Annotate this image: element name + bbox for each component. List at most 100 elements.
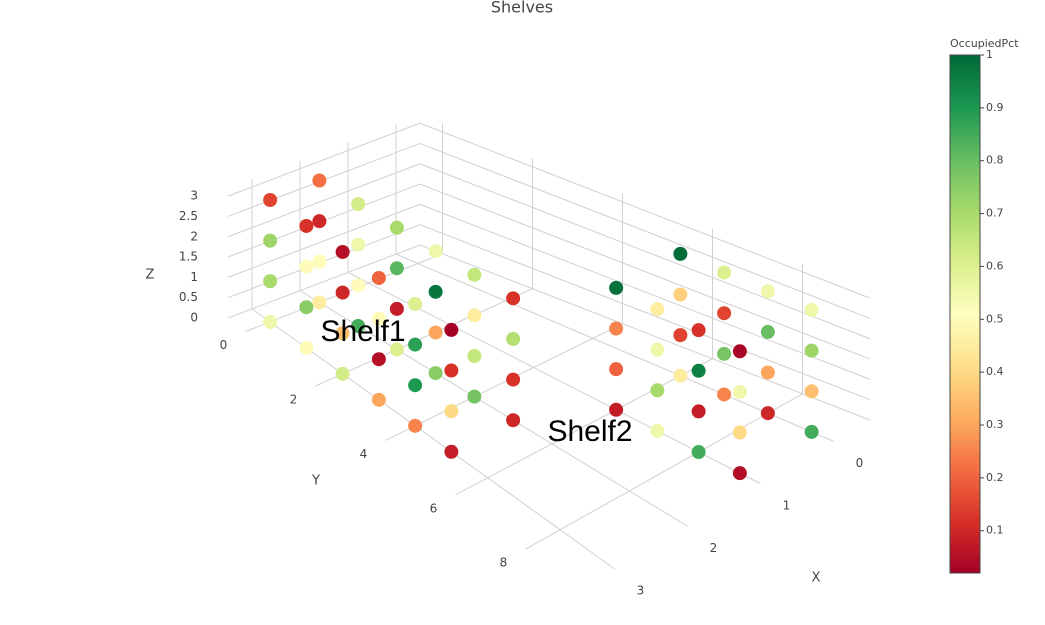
point xyxy=(691,323,706,338)
point xyxy=(691,445,706,460)
point xyxy=(408,296,423,311)
z-grid-line xyxy=(419,122,871,299)
y-tick-label: 4 xyxy=(360,447,368,461)
x-tick-label: 0 xyxy=(856,456,864,470)
point xyxy=(312,295,327,310)
z-grid-line xyxy=(227,203,421,278)
point xyxy=(732,384,747,399)
point xyxy=(312,214,327,229)
point xyxy=(609,280,624,295)
y-grid-line xyxy=(315,288,533,387)
point xyxy=(371,311,386,326)
y-tick-label: 6 xyxy=(430,501,438,515)
colorbar-tick-label: 1 xyxy=(986,48,993,61)
x-grid-line xyxy=(299,290,688,527)
point xyxy=(263,314,278,329)
point xyxy=(732,466,747,481)
z-grid-line xyxy=(419,183,871,360)
point xyxy=(804,343,819,358)
point xyxy=(506,372,521,387)
z-tick-label: 2.5 xyxy=(179,209,198,223)
z-tick-label: 1.5 xyxy=(179,250,198,264)
z-tick-label: 0 xyxy=(190,311,198,325)
point xyxy=(467,308,482,323)
x-tick-label: 2 xyxy=(710,541,718,555)
point xyxy=(335,366,350,381)
point xyxy=(673,246,688,261)
z-tick-label: 3 xyxy=(190,189,198,203)
point xyxy=(299,218,314,233)
point xyxy=(428,244,443,259)
y-grid-line xyxy=(525,393,803,550)
x-axis-title: X xyxy=(812,571,821,586)
point xyxy=(371,270,386,285)
point xyxy=(506,413,521,428)
point xyxy=(760,284,775,299)
point xyxy=(408,418,423,433)
x-tick-label: 1 xyxy=(783,498,791,512)
point xyxy=(408,378,423,393)
point xyxy=(389,220,404,235)
z-grid-line xyxy=(227,244,421,319)
point xyxy=(467,349,482,364)
point xyxy=(389,342,404,357)
colorbar-tick-label: 0.1 xyxy=(986,524,1004,537)
point xyxy=(609,321,624,336)
x-grid-line xyxy=(395,253,834,442)
point xyxy=(609,402,624,417)
point xyxy=(650,302,665,317)
chart-title: Shelves xyxy=(491,0,553,17)
y-grid-line xyxy=(385,323,623,441)
point xyxy=(506,331,521,346)
z-grid-line xyxy=(419,224,871,401)
colorbar-tick-label: 0.6 xyxy=(986,259,1004,272)
point xyxy=(351,197,366,212)
point xyxy=(506,291,521,306)
z-grid-line xyxy=(419,244,871,421)
x-tick-label: 3 xyxy=(637,583,645,597)
point xyxy=(650,342,665,357)
y-axis-title: Y xyxy=(311,474,320,489)
colorbar xyxy=(949,54,981,574)
colorbar-tick-label: 0.7 xyxy=(986,207,1004,220)
x-grid-line xyxy=(251,308,615,570)
y-tick-label: 0 xyxy=(220,338,228,352)
point xyxy=(351,237,366,252)
annotation: Shelf2 xyxy=(547,415,632,448)
point xyxy=(467,267,482,282)
z-tick-label: 1 xyxy=(190,270,198,284)
point xyxy=(335,244,350,259)
point xyxy=(351,318,366,333)
point xyxy=(760,324,775,339)
point xyxy=(650,383,665,398)
z-grid-line xyxy=(227,163,421,238)
z-grid-line xyxy=(419,142,871,319)
point xyxy=(673,328,688,343)
point xyxy=(263,274,278,289)
point xyxy=(673,368,688,383)
point xyxy=(428,325,443,340)
point xyxy=(408,337,423,352)
colorbar-title: OccupiedPct xyxy=(950,37,1019,50)
z-grid-line xyxy=(227,122,421,197)
point xyxy=(760,406,775,421)
point xyxy=(717,306,732,321)
y-tick-label: 2 xyxy=(290,393,298,407)
point xyxy=(335,326,350,341)
colorbar-tick-label: 0.4 xyxy=(986,365,1004,378)
z-tick-label: 2 xyxy=(190,229,198,243)
y-tick-label: 8 xyxy=(500,556,508,570)
z-grid-line xyxy=(419,203,871,380)
point xyxy=(312,173,327,188)
point xyxy=(312,254,327,269)
point xyxy=(299,300,314,315)
point xyxy=(263,192,278,207)
point xyxy=(444,444,459,459)
point xyxy=(804,384,819,399)
y-grid-line xyxy=(455,358,713,496)
point xyxy=(428,366,443,381)
point xyxy=(673,287,688,302)
point xyxy=(371,352,386,367)
point xyxy=(335,285,350,300)
